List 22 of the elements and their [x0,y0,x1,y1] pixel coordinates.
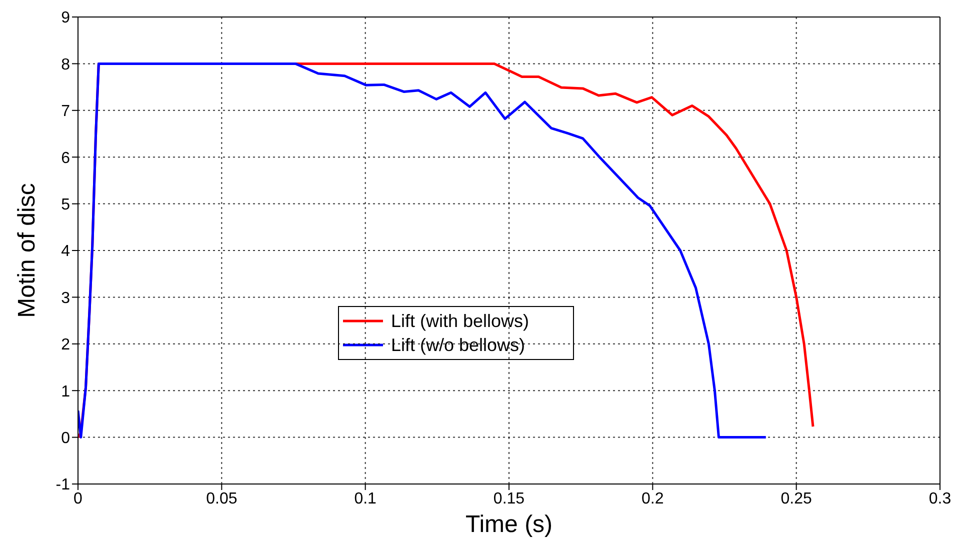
y-tick-label: -1 [56,476,70,494]
x-axis-title: Time (s) [465,511,553,538]
y-tick-label: 6 [61,150,70,167]
x-tick-label: 0 [74,490,83,508]
y-tick-label: 5 [61,196,70,214]
y-tick-label: 0 [61,430,70,447]
x-tick-label: 0.2 [642,490,664,508]
y-tick-label: 7 [61,103,70,120]
y-tick-label: 9 [61,10,70,27]
y-tick-label: 1 [61,383,70,400]
y-tick-label: 2 [61,336,70,354]
legend-label: Lift (with bellows) [391,310,530,333]
legend-label: Lift (w/o bellows) [391,334,526,357]
x-tick-label: 0.15 [493,490,525,508]
y-axis-title: Motin of disc [14,183,41,318]
x-tick-label: 0.05 [206,490,238,508]
y-tick-label: 4 [61,243,70,260]
x-tick-label: 0.1 [354,490,377,508]
x-tick-label: 0.25 [780,490,812,508]
y-tick-label: 8 [61,56,70,74]
x-tick-label: 0.3 [928,490,952,508]
y-tick-label: 3 [61,290,70,307]
